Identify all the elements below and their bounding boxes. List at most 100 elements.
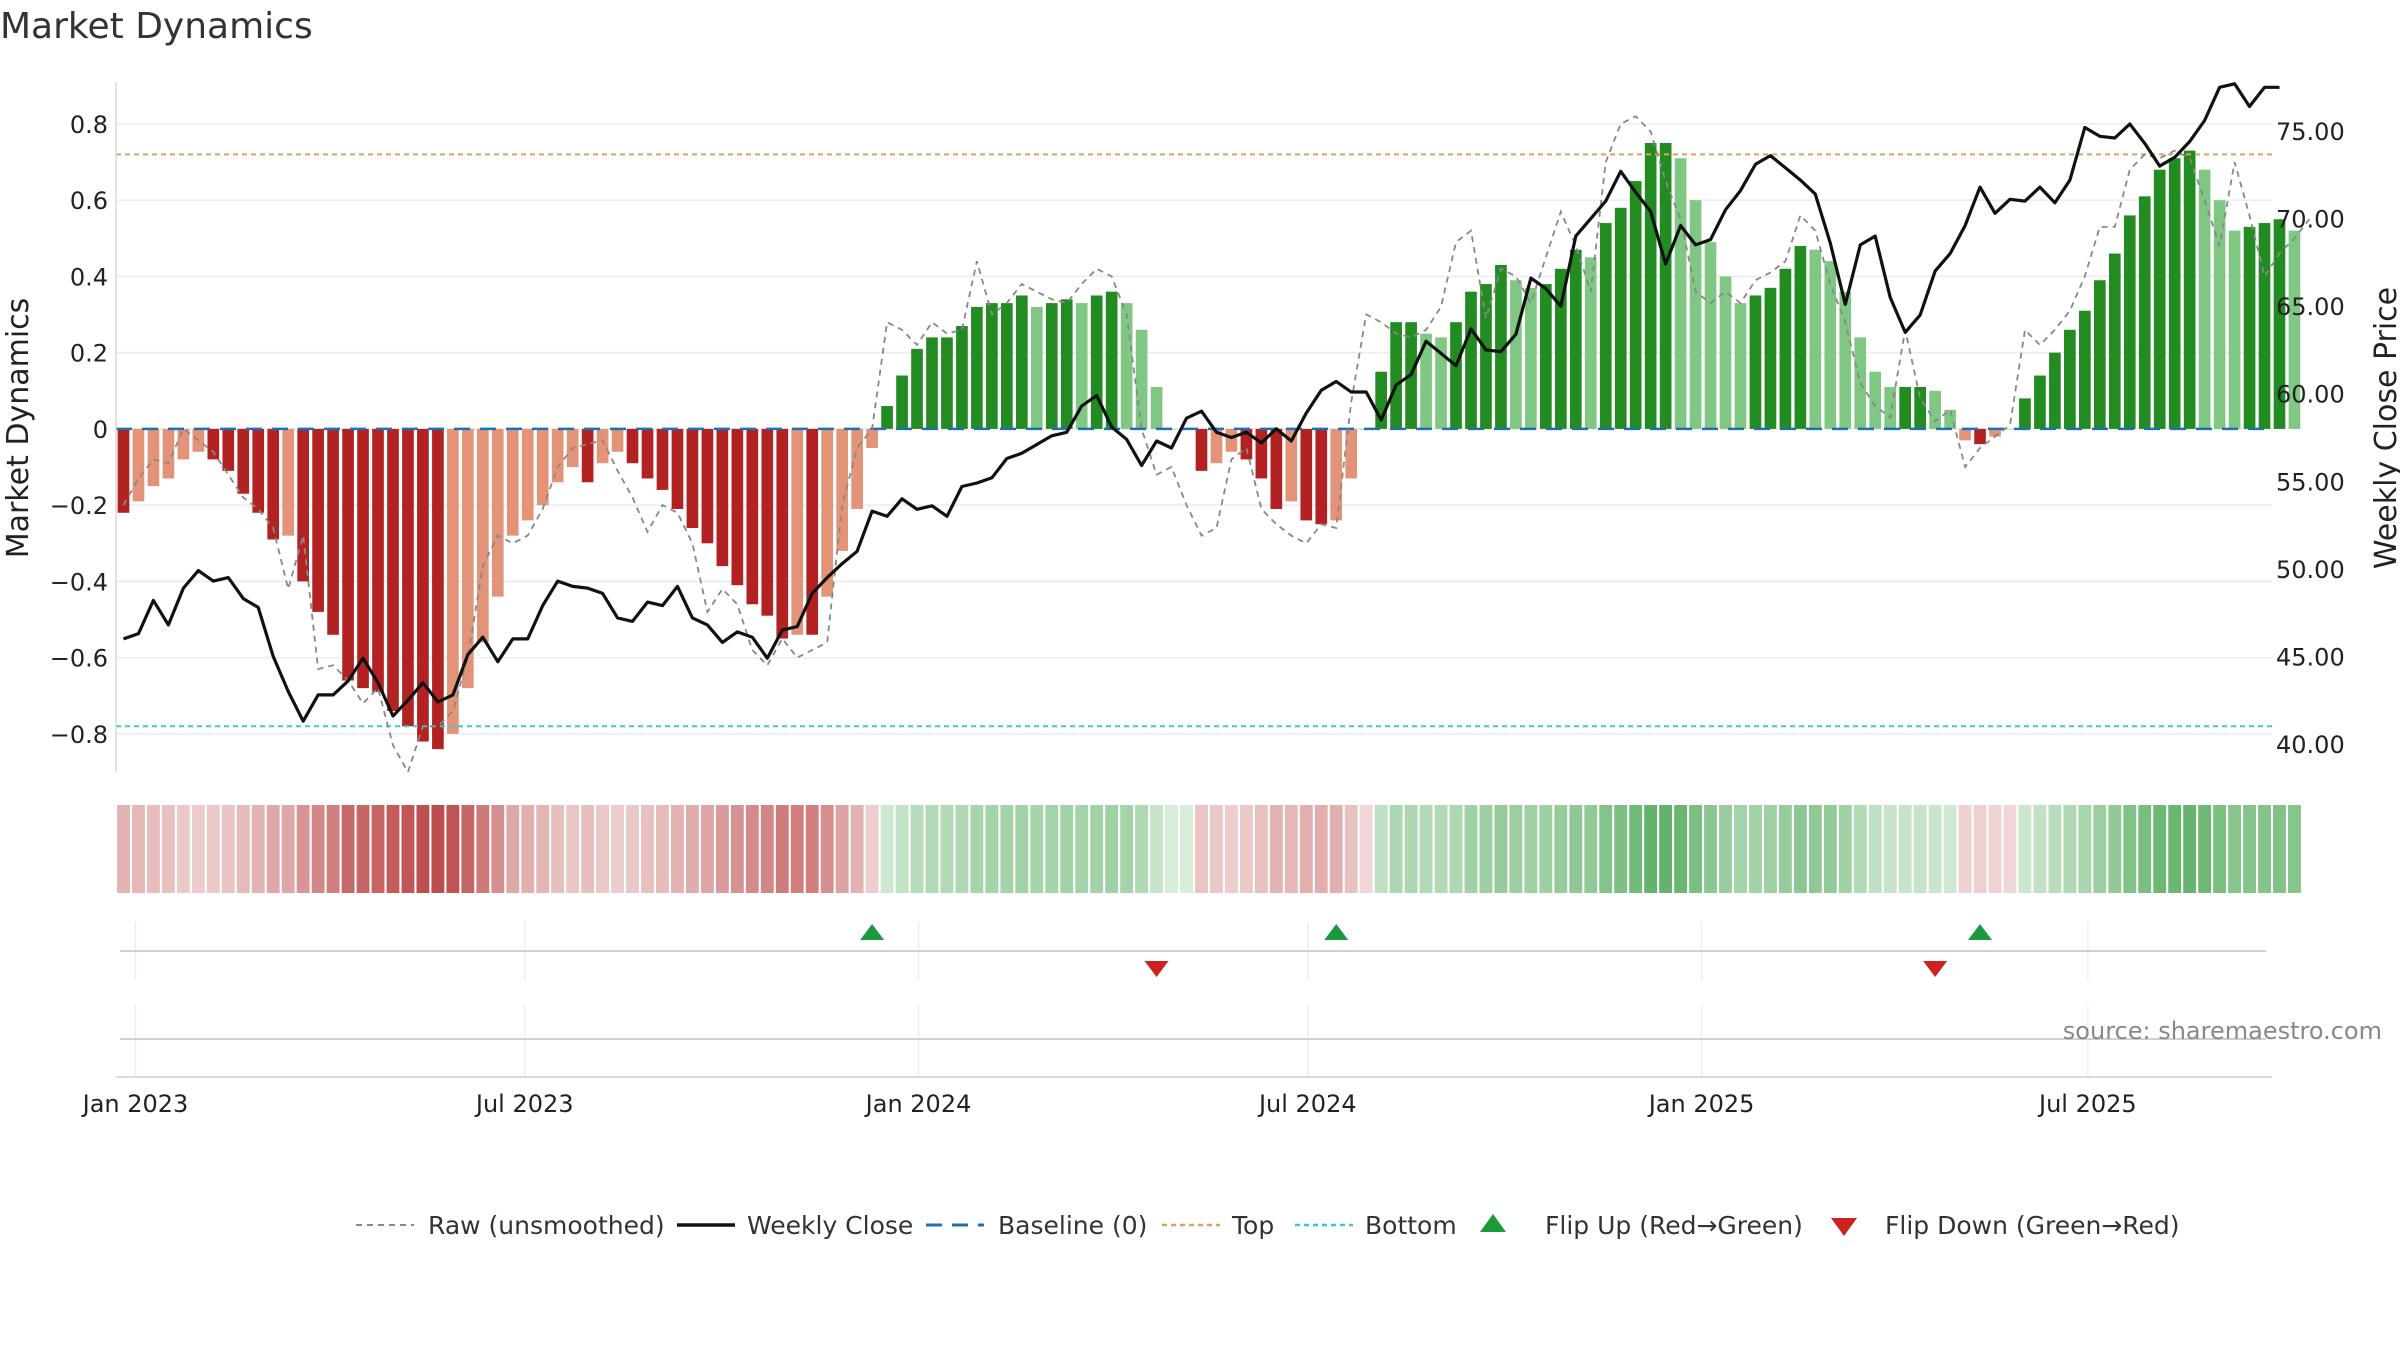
strip-cell bbox=[985, 805, 999, 893]
dynamics-bar bbox=[1944, 409, 1956, 429]
strip-cell bbox=[805, 805, 819, 893]
strip-cell bbox=[865, 805, 879, 893]
legend-flip-up-swatch bbox=[1480, 1214, 1506, 1232]
left-tick-label: −0.6 bbox=[50, 645, 108, 673]
source-note: source: sharemaestro.com bbox=[2063, 1017, 2382, 1045]
dynamics-bar bbox=[536, 428, 549, 506]
strip-cell bbox=[191, 805, 205, 893]
dynamics-bar bbox=[1614, 207, 1627, 429]
dynamics-bar bbox=[1914, 386, 1926, 429]
strip-cell bbox=[1449, 805, 1463, 893]
strip-cell bbox=[1374, 805, 1388, 893]
dynamics-bar bbox=[851, 428, 863, 509]
strip-cell bbox=[2228, 805, 2242, 893]
strip-cell bbox=[461, 805, 475, 893]
left-tick-label: −0.8 bbox=[50, 721, 108, 749]
strip-cell bbox=[371, 805, 385, 893]
dynamics-bar bbox=[716, 428, 729, 567]
strip-cell bbox=[700, 805, 714, 893]
strip-cell bbox=[1015, 805, 1029, 893]
strip-cell bbox=[311, 805, 325, 893]
strip-cell bbox=[671, 805, 684, 893]
flip-up-marker bbox=[1324, 924, 1349, 940]
strip-cell bbox=[790, 805, 804, 893]
legend-flip-down-label: Flip Down (Green→Red) bbox=[1885, 1211, 2180, 1240]
strip-cell bbox=[1823, 805, 1837, 893]
x-tick-label: Jan 2023 bbox=[81, 1090, 189, 1118]
legend-bottom-label: Bottom bbox=[1365, 1211, 1457, 1240]
dynamics-bar bbox=[387, 428, 399, 712]
strip-cell bbox=[596, 805, 610, 893]
right-tick-label: 60.00 bbox=[2276, 381, 2345, 409]
dynamics-bar bbox=[1959, 428, 1971, 441]
dynamics-bar bbox=[1554, 268, 1567, 429]
dynamics-bar bbox=[2093, 280, 2106, 429]
dynamics-bar bbox=[1974, 428, 1986, 445]
strip-cell bbox=[850, 805, 864, 893]
dynamics-bar bbox=[1689, 200, 1702, 429]
dynamics-bar bbox=[551, 428, 564, 483]
strip-cell bbox=[146, 805, 160, 893]
dynamics-bar bbox=[641, 428, 654, 479]
dynamics-bar bbox=[1480, 284, 1492, 429]
dynamics-bar bbox=[132, 428, 145, 502]
dynamics-bar bbox=[866, 428, 878, 448]
dynamics-bar bbox=[926, 337, 938, 429]
right-tick-label: 70.00 bbox=[2276, 206, 2345, 234]
dynamics-bar bbox=[1599, 223, 1612, 429]
strip-cell bbox=[326, 805, 340, 893]
dynamics-bar bbox=[1105, 291, 1118, 429]
strip-cell bbox=[955, 805, 969, 893]
strip-cell bbox=[715, 805, 729, 893]
strip-cell bbox=[2123, 805, 2137, 893]
flip-down-marker bbox=[1144, 961, 1169, 977]
strip-cell bbox=[611, 805, 625, 893]
dynamics-bar bbox=[731, 428, 744, 586]
left-tick-label: −0.2 bbox=[50, 492, 108, 520]
strip-cell bbox=[1344, 805, 1358, 893]
dynamics-bar bbox=[1255, 428, 1268, 479]
dynamics-bar bbox=[821, 428, 834, 597]
strip-cell bbox=[2018, 805, 2032, 893]
strip-cell bbox=[521, 805, 535, 893]
strip-cell bbox=[2153, 805, 2167, 893]
strip-cell bbox=[1180, 805, 1193, 893]
dynamics-bar bbox=[447, 428, 459, 734]
strip-cell bbox=[745, 805, 759, 893]
strip-cell bbox=[1644, 805, 1658, 893]
strip-cell bbox=[1629, 805, 1643, 893]
strip-cell bbox=[1195, 805, 1208, 893]
dynamics-bar bbox=[1749, 295, 1762, 429]
strip-cell bbox=[1659, 805, 1673, 893]
flip-up-marker bbox=[860, 924, 885, 940]
strip-cell bbox=[401, 805, 415, 893]
strip-cell bbox=[1509, 805, 1523, 893]
strip-cell bbox=[1389, 805, 1403, 893]
dynamics-bar bbox=[402, 428, 414, 727]
right-tick-label: 55.00 bbox=[2276, 468, 2345, 496]
strip-cell bbox=[536, 805, 550, 893]
left-axis: 0.8 0.6 0.4 0.2 0 −0.2 −0.4 −0.6 −0.8 bbox=[50, 82, 117, 772]
strip-cell bbox=[386, 805, 400, 893]
strip-cell bbox=[1674, 805, 1688, 893]
strip-cell bbox=[1539, 805, 1553, 893]
dynamics-bar bbox=[1734, 303, 1747, 429]
strip-cell bbox=[1554, 805, 1568, 893]
dynamics-bar bbox=[1300, 428, 1313, 521]
dynamics-bar bbox=[252, 428, 265, 513]
dynamics-bar bbox=[1704, 242, 1717, 429]
strip-cell bbox=[1314, 805, 1328, 893]
strip-cell bbox=[2198, 805, 2212, 893]
strip-cell bbox=[940, 805, 954, 893]
dynamics-bar bbox=[1315, 428, 1328, 525]
strip-cell bbox=[2138, 805, 2152, 893]
strip-cell bbox=[2183, 805, 2197, 893]
reference-lines bbox=[116, 153, 2272, 728]
dynamics-bar bbox=[1510, 280, 1522, 429]
strip-cell bbox=[491, 805, 505, 893]
bottom-panel bbox=[116, 1005, 2272, 1078]
dynamics-bar bbox=[476, 428, 489, 643]
intensity-strip bbox=[117, 805, 2301, 893]
left-axis-label: Market Dynamics bbox=[1, 298, 36, 559]
strip-cell bbox=[1614, 805, 1628, 893]
